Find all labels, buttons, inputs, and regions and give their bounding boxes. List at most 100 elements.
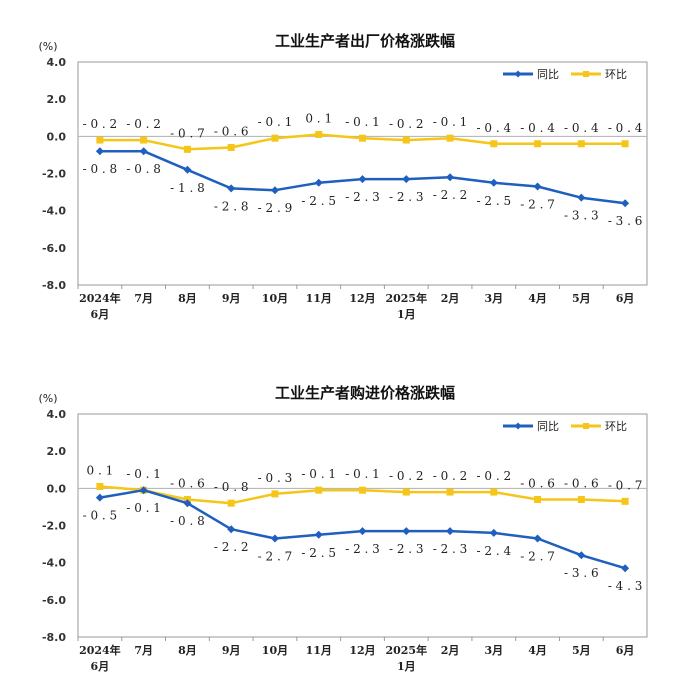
data-point-yoy bbox=[139, 486, 148, 495]
x-tick-label: 6月 bbox=[91, 660, 110, 673]
x-tick-label: 7月 bbox=[134, 292, 153, 305]
legend-label-yoy: 同比 bbox=[537, 420, 559, 433]
y-tick-label: -6.0 bbox=[42, 242, 66, 255]
data-label-mom: - 0 . 1 bbox=[258, 115, 293, 129]
x-tick-label: 5月 bbox=[572, 292, 591, 305]
data-point-mom bbox=[534, 495, 542, 503]
chart-panel-output-prices: 工业生产者出厂价格涨跌幅 (%) 4.0 2.0 0.0 -2.0 -4.0 -6.0 -8.0… bbox=[0, 28, 700, 348]
y-tick-label: -4.0 bbox=[42, 205, 66, 218]
data-label-mom: - 0 . 2 bbox=[477, 469, 512, 483]
y-tick-label: -8.0 bbox=[42, 631, 66, 644]
data-label-yoy: - 3 . 3 bbox=[564, 209, 599, 223]
x-tick-label: 7月 bbox=[134, 644, 153, 657]
data-label-yoy: - 2 . 9 bbox=[258, 201, 293, 215]
data-point-yoy bbox=[446, 527, 455, 536]
data-label-yoy: - 3 . 6 bbox=[564, 566, 599, 580]
y-tick-label: -8.0 bbox=[42, 279, 66, 292]
data-label-mom: 0 . 1 bbox=[305, 111, 332, 125]
data-label-mom: - 0 . 2 bbox=[389, 469, 424, 483]
legend-marker-yoy bbox=[514, 422, 522, 430]
data-point-yoy bbox=[227, 184, 236, 193]
plot-frame bbox=[77, 61, 648, 286]
data-label-yoy: - 2 . 7 bbox=[520, 550, 555, 564]
x-tick-label: 12月 bbox=[349, 292, 375, 305]
data-point-mom bbox=[271, 490, 279, 498]
data-point-yoy bbox=[183, 499, 192, 508]
data-label-yoy: - 2 . 3 bbox=[433, 542, 468, 556]
data-label-yoy: - 2 . 7 bbox=[258, 550, 293, 564]
data-point-mom bbox=[315, 130, 323, 138]
data-label-yoy: - 0 . 8 bbox=[83, 162, 118, 176]
y-tick-label: 4.0 bbox=[47, 56, 67, 69]
y-unit-label: (%) bbox=[38, 40, 57, 53]
data-point-yoy bbox=[489, 178, 498, 187]
data-label-mom: - 0 . 4 bbox=[564, 121, 599, 135]
x-tick-label: 6月 bbox=[616, 292, 635, 305]
chart-title: 工业生产者购进价格涨跌幅 bbox=[275, 384, 455, 402]
chart-output-prices: 工业生产者出厂价格涨跌幅 (%) 4.0 2.0 0.0 -2.0 -4.0 -6.0 -8.0… bbox=[38, 32, 648, 321]
x-tick-label: 2月 bbox=[441, 292, 460, 305]
data-label-mom: - 0 . 7 bbox=[608, 478, 643, 492]
data-point-mom bbox=[621, 140, 629, 148]
data-label-mom: - 0 . 6 bbox=[564, 476, 599, 490]
x-tick-label: 5月 bbox=[572, 644, 591, 657]
data-label-yoy: - 1 . 8 bbox=[170, 181, 205, 195]
chart-input-prices: 工业生产者购进价格涨跌幅 (%) 4.0 2.0 0.0 -2.0 -4.0 -6.0 -8.0… bbox=[38, 384, 648, 673]
data-label-mom: - 0 . 6 bbox=[214, 124, 249, 138]
x-tick-label: 10月 bbox=[262, 292, 288, 305]
legend-label-mom: 环比 bbox=[605, 420, 627, 433]
data-point-mom bbox=[227, 143, 235, 151]
x-tick-label: 2024年 bbox=[79, 643, 121, 657]
legend-marker-mom bbox=[583, 423, 589, 429]
x-tick-label: 12月 bbox=[349, 644, 375, 657]
data-label-mom: - 0 . 6 bbox=[170, 476, 205, 490]
x-tick-label: 2025年 bbox=[385, 643, 427, 657]
data-point-yoy bbox=[227, 525, 236, 534]
data-point-mom bbox=[96, 482, 104, 490]
data-point-yoy bbox=[314, 530, 323, 539]
data-label-yoy: - 2 . 5 bbox=[301, 546, 336, 560]
x-tick-label: 6月 bbox=[616, 644, 635, 657]
data-point-mom bbox=[315, 486, 323, 494]
data-label-yoy: - 2 . 8 bbox=[214, 199, 249, 213]
data-label-mom: - 0 . 4 bbox=[477, 121, 512, 135]
data-point-mom bbox=[402, 136, 410, 144]
y-tick-label: -4.0 bbox=[42, 557, 66, 570]
x-tick-label: 4月 bbox=[528, 644, 547, 657]
data-point-yoy bbox=[489, 528, 498, 537]
data-point-yoy bbox=[314, 178, 323, 187]
data-label-yoy: - 2 . 2 bbox=[433, 188, 468, 202]
data-point-mom bbox=[183, 145, 191, 153]
data-point-mom bbox=[96, 136, 104, 144]
x-tick-label: 9月 bbox=[222, 292, 241, 305]
data-point-mom bbox=[490, 140, 498, 148]
x-tick-label: 6月 bbox=[91, 308, 110, 321]
x-tick-label: 3月 bbox=[484, 292, 503, 305]
data-point-yoy bbox=[446, 173, 455, 182]
x-tick-label: 8月 bbox=[178, 292, 197, 305]
data-point-yoy bbox=[621, 199, 630, 208]
data-point-yoy bbox=[358, 175, 367, 184]
data-label-yoy: - 2 . 4 bbox=[477, 544, 512, 558]
data-point-yoy bbox=[577, 551, 586, 560]
data-point-mom bbox=[446, 488, 454, 496]
data-point-yoy bbox=[270, 186, 279, 195]
data-point-mom bbox=[359, 134, 366, 142]
x-tick-label: 2024年 bbox=[79, 291, 121, 305]
y-tick-label: -2.0 bbox=[42, 168, 66, 181]
data-label-mom: - 0 . 7 bbox=[170, 126, 205, 140]
chart-panel-input-prices: 工业生产者购进价格涨跌幅 (%) 4.0 2.0 0.0 -2.0 -4.0 -6.0 -8.0… bbox=[0, 380, 700, 700]
x-tick-label: 10月 bbox=[262, 644, 288, 657]
data-label-yoy: - 2 . 7 bbox=[520, 198, 555, 212]
data-label-yoy: - 0 . 1 bbox=[126, 501, 161, 515]
data-label-mom: - 0 . 8 bbox=[214, 480, 249, 494]
data-label-mom: - 0 . 4 bbox=[520, 121, 555, 135]
y-tick-label: 2.0 bbox=[47, 445, 67, 458]
plot-frame bbox=[77, 413, 648, 638]
data-point-mom bbox=[534, 140, 542, 148]
x-tick-label: 2025年 bbox=[385, 291, 427, 305]
data-label-yoy: - 2 . 2 bbox=[214, 540, 249, 554]
data-label-yoy: - 2 . 3 bbox=[345, 542, 380, 556]
y-tick-label: 2.0 bbox=[47, 93, 67, 106]
data-point-yoy bbox=[183, 165, 192, 174]
